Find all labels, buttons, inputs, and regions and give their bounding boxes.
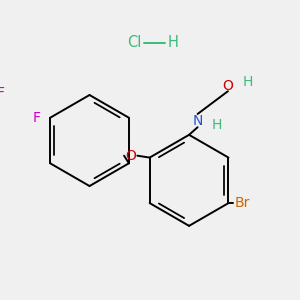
Text: N: N (192, 114, 203, 128)
Text: O: O (223, 79, 233, 92)
Text: H: H (212, 118, 222, 132)
Text: O: O (125, 149, 136, 163)
Text: H: H (243, 75, 254, 89)
Text: F: F (33, 111, 41, 125)
Text: F: F (0, 86, 4, 100)
Text: Cl: Cl (128, 35, 142, 50)
Text: Br: Br (234, 196, 250, 210)
Text: H: H (167, 35, 178, 50)
